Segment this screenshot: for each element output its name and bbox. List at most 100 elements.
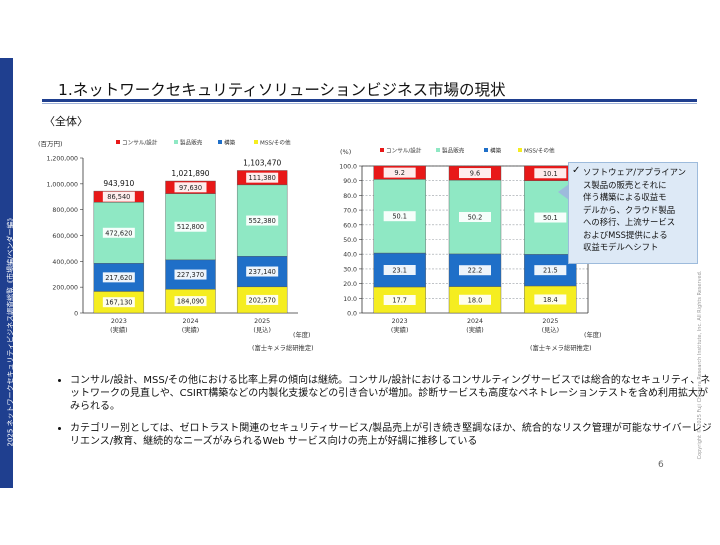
absolute-stacked-bar-chart: (百万円) コンサル/設計 製品販売 構築 MSS/その他 0 200,000 400,000… bbox=[38, 139, 314, 353]
note-arrow bbox=[558, 184, 569, 200]
side-band: 2025 ネットワークセキュリティビジネス調査総覧《市場編/ベンダー編》 bbox=[0, 58, 15, 488]
x-tick-label: 2024 bbox=[467, 318, 483, 325]
data-label: 217,620 bbox=[105, 274, 132, 282]
y-tick-label: 100.0 bbox=[339, 164, 357, 171]
y-tick-label: 70.0 bbox=[343, 208, 357, 215]
note-line: およびMSS提供による bbox=[583, 229, 668, 240]
x-tick-label: 2023 bbox=[392, 318, 408, 325]
y-tick-label: 30.0 bbox=[343, 266, 357, 273]
bar-segment bbox=[448, 253, 502, 287]
data-label-bg bbox=[174, 221, 207, 232]
y-tick-label: 0.0 bbox=[347, 311, 357, 318]
legend-label: 製品販売 bbox=[442, 147, 465, 155]
x-tick-label: (実績) bbox=[182, 325, 200, 334]
data-label: 237,140 bbox=[249, 268, 276, 276]
data-label-bg bbox=[246, 266, 279, 277]
y-tick-label: 90.0 bbox=[343, 178, 357, 185]
data-label-bg bbox=[383, 211, 416, 222]
section-label: 〈全体〉 bbox=[44, 115, 88, 128]
y-unit-label: (%) bbox=[340, 148, 351, 156]
source-label: (富士キメラ総研推定) bbox=[252, 343, 314, 352]
bullet-item: カテゴリー別としては、ゼロトラスト関連のセキュリティサービス/製品売上が引き続き… bbox=[70, 422, 716, 448]
data-label: 227,370 bbox=[177, 271, 204, 279]
legend-swatch bbox=[218, 140, 222, 144]
data-label-bg bbox=[102, 272, 135, 283]
page-number: 6 bbox=[658, 460, 664, 470]
data-label-bg bbox=[459, 212, 491, 223]
data-label: 184,090 bbox=[177, 298, 204, 306]
data-label: 22.2 bbox=[468, 267, 483, 275]
data-label: 17.7 bbox=[392, 296, 407, 304]
data-label-bg bbox=[383, 294, 416, 305]
y-tick-label: 80.0 bbox=[343, 193, 357, 200]
bullet-list: コンサル/設計、MSS/その他における比率上昇の傾向は継続。コンサル/設計におけ… bbox=[56, 374, 716, 457]
y-tick-label: 1,000,000 bbox=[47, 181, 79, 188]
y-tick-label: 200,000 bbox=[52, 285, 78, 292]
note-line: ソフトウェア/アプライアン bbox=[583, 167, 686, 177]
note-line: デルから、クラウド製品 bbox=[583, 204, 676, 215]
data-label: 472,620 bbox=[105, 229, 132, 237]
x-unit-label: (年度) bbox=[293, 330, 311, 339]
legend-swatch bbox=[436, 148, 440, 152]
data-label: 18.4 bbox=[543, 296, 558, 304]
legend-label: 構築 bbox=[224, 139, 236, 147]
title-rule-thin bbox=[42, 103, 697, 104]
legend-swatch bbox=[518, 148, 522, 152]
source-label: (富士キメラ総研推定) bbox=[530, 343, 592, 352]
x-unit-label: (年度) bbox=[584, 330, 602, 339]
data-label: 9.6 bbox=[470, 170, 481, 178]
legend-label: MSS/その他 bbox=[524, 147, 555, 155]
x-tick-label: 2025 bbox=[542, 318, 558, 325]
x-tick-label: (見込) bbox=[542, 325, 560, 334]
data-label-bg bbox=[246, 215, 279, 226]
note-line: 伴う構築による収益モ bbox=[583, 192, 667, 202]
data-label: 97,630 bbox=[179, 184, 202, 192]
legend-label: MSS/その他 bbox=[260, 139, 291, 147]
check-icon: ✓ bbox=[572, 165, 581, 176]
data-label: 21.5 bbox=[543, 267, 558, 275]
data-label-bg bbox=[534, 212, 567, 223]
x-tick-label: 2024 bbox=[182, 318, 198, 325]
x-tick-label: (見込) bbox=[253, 325, 271, 334]
data-label-bg bbox=[534, 294, 567, 305]
data-label: 23.1 bbox=[392, 267, 407, 275]
y-tick-label: 1,200,000 bbox=[47, 156, 79, 163]
data-label-bg bbox=[246, 172, 279, 183]
note-box: ✓ ソフトウェア/アプライアン ス製品の販売とそれに 伴う構築による収益モ デル… bbox=[568, 162, 698, 264]
data-label: 50.1 bbox=[392, 213, 407, 221]
y-tick-label: 800,000 bbox=[52, 207, 78, 214]
data-label: 202,570 bbox=[249, 296, 276, 304]
total-label: 1,103,470 bbox=[243, 158, 281, 167]
note-line: 収益モデルへシフト bbox=[583, 242, 659, 252]
data-label-bg bbox=[383, 265, 416, 276]
data-label: 50.2 bbox=[468, 214, 483, 222]
side-label: 2025 ネットワークセキュリティビジネス調査総覧《市場編/ベンダー編》 bbox=[6, 214, 15, 447]
legend-swatch bbox=[174, 140, 178, 144]
y-unit-label: (百万円) bbox=[38, 140, 63, 148]
data-label: 10.1 bbox=[543, 170, 558, 178]
data-label-bg bbox=[459, 294, 491, 305]
legend-swatch bbox=[484, 148, 488, 152]
legend-label: 製品販売 bbox=[180, 139, 203, 147]
data-label-bg bbox=[459, 265, 491, 276]
data-label-bg bbox=[174, 182, 207, 193]
data-label: 50.1 bbox=[543, 214, 558, 222]
data-label-bg bbox=[534, 265, 567, 276]
title-rule bbox=[42, 99, 697, 102]
data-label: 111,380 bbox=[249, 174, 276, 182]
data-label: 9.2 bbox=[394, 169, 405, 177]
note-line: への移行、上流サービス bbox=[583, 217, 676, 227]
total-label: 1,021,890 bbox=[171, 169, 209, 178]
y-tick-label: 400,000 bbox=[52, 259, 78, 266]
data-label: 512,800 bbox=[177, 223, 204, 231]
x-tick-label: (実績) bbox=[391, 325, 409, 334]
copyright-text: Copyright © 2025 Fuji Chimera Research I… bbox=[697, 270, 703, 460]
data-label-bg bbox=[102, 227, 135, 238]
total-label: 943,910 bbox=[103, 179, 134, 188]
legend-swatch bbox=[380, 148, 384, 152]
legend-label: 構築 bbox=[490, 147, 502, 155]
data-label-bg bbox=[534, 168, 567, 179]
data-label-bg bbox=[459, 168, 491, 179]
page-title: 1.ネットワークセキュリティソリューションビジネス市場の現状 bbox=[58, 81, 506, 99]
data-label: 86,540 bbox=[107, 193, 130, 201]
